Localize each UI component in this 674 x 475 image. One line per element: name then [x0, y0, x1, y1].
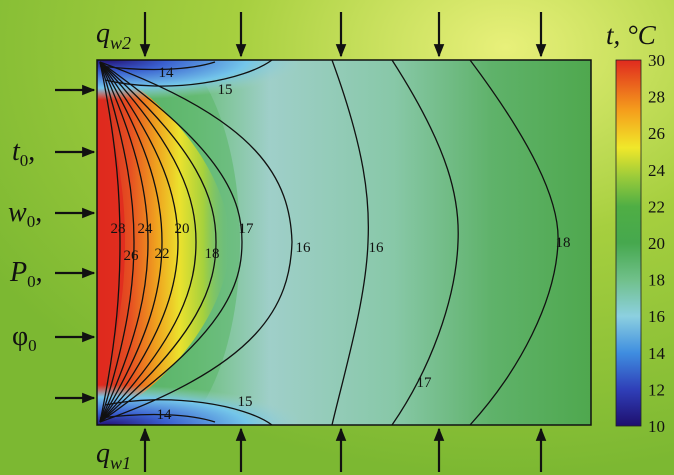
- colorbar: t, °C 30 28 26 24 22 20 18 16 14 12 10: [606, 20, 666, 436]
- colorbar-tick-label: 10: [648, 417, 665, 436]
- bottom-flux-label: qw1: [96, 438, 131, 473]
- contour-label: 18: [205, 246, 220, 262]
- colorbar-tick-label: 16: [648, 307, 665, 326]
- contour-label: 20: [175, 221, 190, 237]
- inlet-labels: t0, w0, P0, φ0: [8, 136, 43, 355]
- colorbar-gradient: [615, 59, 642, 427]
- colorbar-tick-label: 26: [648, 124, 665, 143]
- colorbar-tick-label: 14: [648, 344, 666, 363]
- contour-label: 17: [417, 375, 433, 391]
- inlet-label-pressure: P0,: [9, 257, 43, 291]
- colorbar-tick-label: 22: [648, 197, 665, 216]
- contour-label: 15: [238, 394, 253, 410]
- contour-label: 26: [124, 248, 140, 264]
- contour-label: 28: [111, 221, 126, 237]
- contour-label: 24: [138, 221, 154, 237]
- contour-label: 14: [157, 407, 173, 423]
- colorbar-tick-label: 30: [648, 51, 665, 70]
- contour-label: 22: [155, 246, 170, 262]
- top-flux-arrows: [139, 12, 547, 58]
- colorbar-tick-label: 28: [648, 88, 665, 107]
- colorbar-tick-label: 18: [648, 271, 665, 290]
- contour-label: 15: [218, 82, 233, 98]
- colorbar-ticks: 30 28 26 24 22 20 18 16 14 12 10: [648, 51, 666, 436]
- colorbar-tick-label: 12: [648, 380, 665, 399]
- contour-label: 14: [159, 65, 175, 81]
- inlet-label-temperature: t0,: [12, 136, 35, 170]
- contour-lines: [99, 60, 559, 425]
- colorbar-title: t, °C: [606, 20, 657, 50]
- inlet-label-velocity: w0,: [8, 197, 42, 231]
- colorbar-tick-label: 24: [648, 161, 666, 180]
- inlet-label-humidity: φ0: [12, 321, 37, 355]
- temperature-field: [97, 60, 591, 425]
- top-flux-label: qw2: [96, 18, 131, 53]
- inlet-arrows: [55, 84, 96, 404]
- colorbar-tick-label: 20: [648, 234, 665, 253]
- contour-label: 16: [369, 240, 385, 256]
- contour-label: 18: [556, 235, 571, 251]
- domain-border: [96, 59, 592, 426]
- contour-labels: 14 15 28 24 20 17 26 22 18 16 16 18 17 1…: [111, 65, 571, 423]
- contour-label: 16: [296, 240, 312, 256]
- contour-label: 17: [239, 221, 255, 237]
- bottom-flux-arrows: [139, 427, 547, 472]
